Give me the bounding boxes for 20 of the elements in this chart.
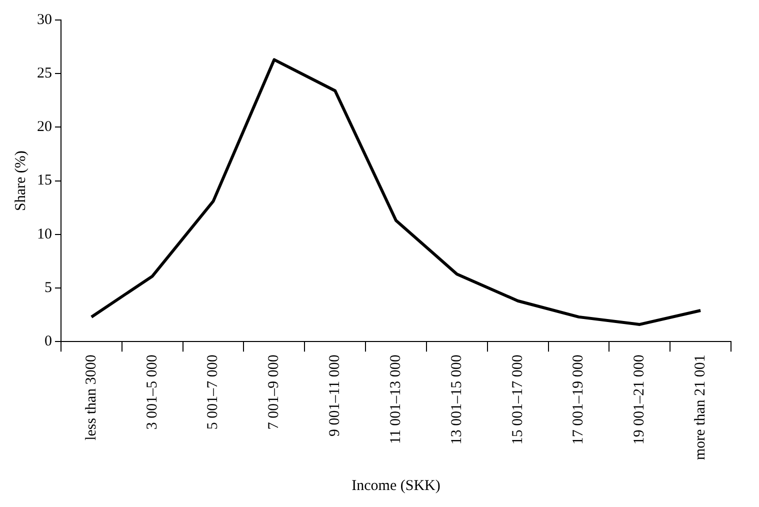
x-axis-title: Income (SKK) [352,478,440,494]
x-tick-label: 7 001–9 000 [266,354,282,430]
x-tick-label: more than 21 001 [692,354,708,460]
y-axis-title: Share (%) [12,150,29,211]
x-tick-label: less than 3000 [83,354,100,440]
y-tick-label: 0 [44,334,52,350]
x-tick-label: 13 001–15 000 [448,354,465,445]
x-tick-label: 17 001–19 000 [570,354,587,445]
y-tick-label: 5 [44,280,52,296]
x-tick-label: 5 001–7 000 [205,354,222,430]
y-tick-label: 25 [37,66,52,82]
x-tick-label: 15 001–17 000 [510,354,526,445]
x-tick-label: 9 001–11 000 [327,354,344,437]
x-tick-label: 3 001–5 000 [144,354,160,430]
y-tick-label: 30 [37,12,52,28]
y-tick-label: 15 [37,172,52,189]
x-tick-label: 11 001–13 000 [388,354,404,444]
y-tick-label: 20 [37,119,52,136]
x-tick-label: 19 001–21 000 [632,354,648,445]
y-tick-label: 10 [37,226,52,242]
